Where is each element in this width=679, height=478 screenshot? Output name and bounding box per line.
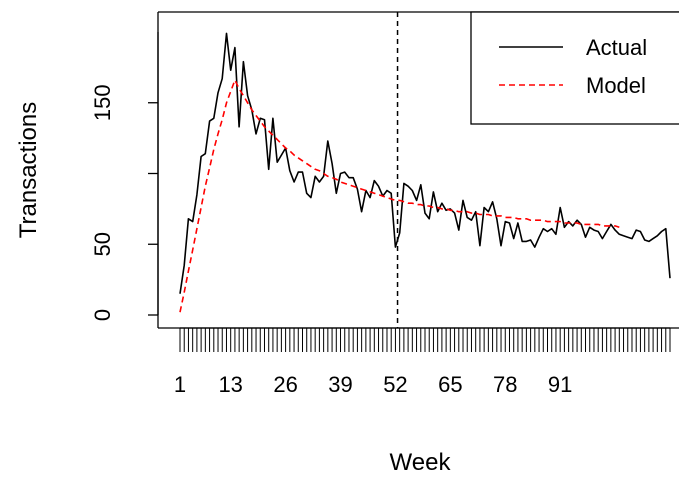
x-tick-label: 52 [383, 372, 407, 397]
x-tick-label: 13 [218, 372, 242, 397]
x-axis-label: Week [390, 449, 452, 476]
legend-label-model: Model [586, 73, 646, 98]
legend: Actual Model [470, 11, 679, 125]
x-tick-label: 91 [548, 372, 572, 397]
x-tick-label: 1 [174, 372, 186, 397]
y-tick-label: 150 [90, 84, 115, 121]
x-tick-label: 26 [273, 372, 297, 397]
x-tick-label: 39 [328, 372, 352, 397]
y-tick-label: 50 [90, 232, 115, 256]
series-line-actual [179, 32, 671, 294]
series-layer [179, 32, 671, 313]
x-tick-label: 65 [438, 372, 462, 397]
y-axis-label: Transactions [15, 102, 42, 239]
x-axis: 1 13 26 39 52 65 78 91 [174, 327, 671, 397]
legend-box [470, 11, 679, 125]
series-line-model [179, 79, 620, 313]
y-axis: 0 50 150 [90, 32, 159, 321]
legend-label-actual: Actual [586, 35, 647, 60]
y-tick-label: 0 [90, 309, 115, 321]
x-tick-label: 78 [493, 372, 517, 397]
